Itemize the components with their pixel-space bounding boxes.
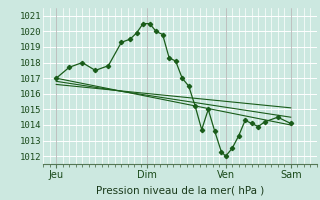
X-axis label: Pression niveau de la mer( hPa ): Pression niveau de la mer( hPa ) [96, 185, 264, 195]
